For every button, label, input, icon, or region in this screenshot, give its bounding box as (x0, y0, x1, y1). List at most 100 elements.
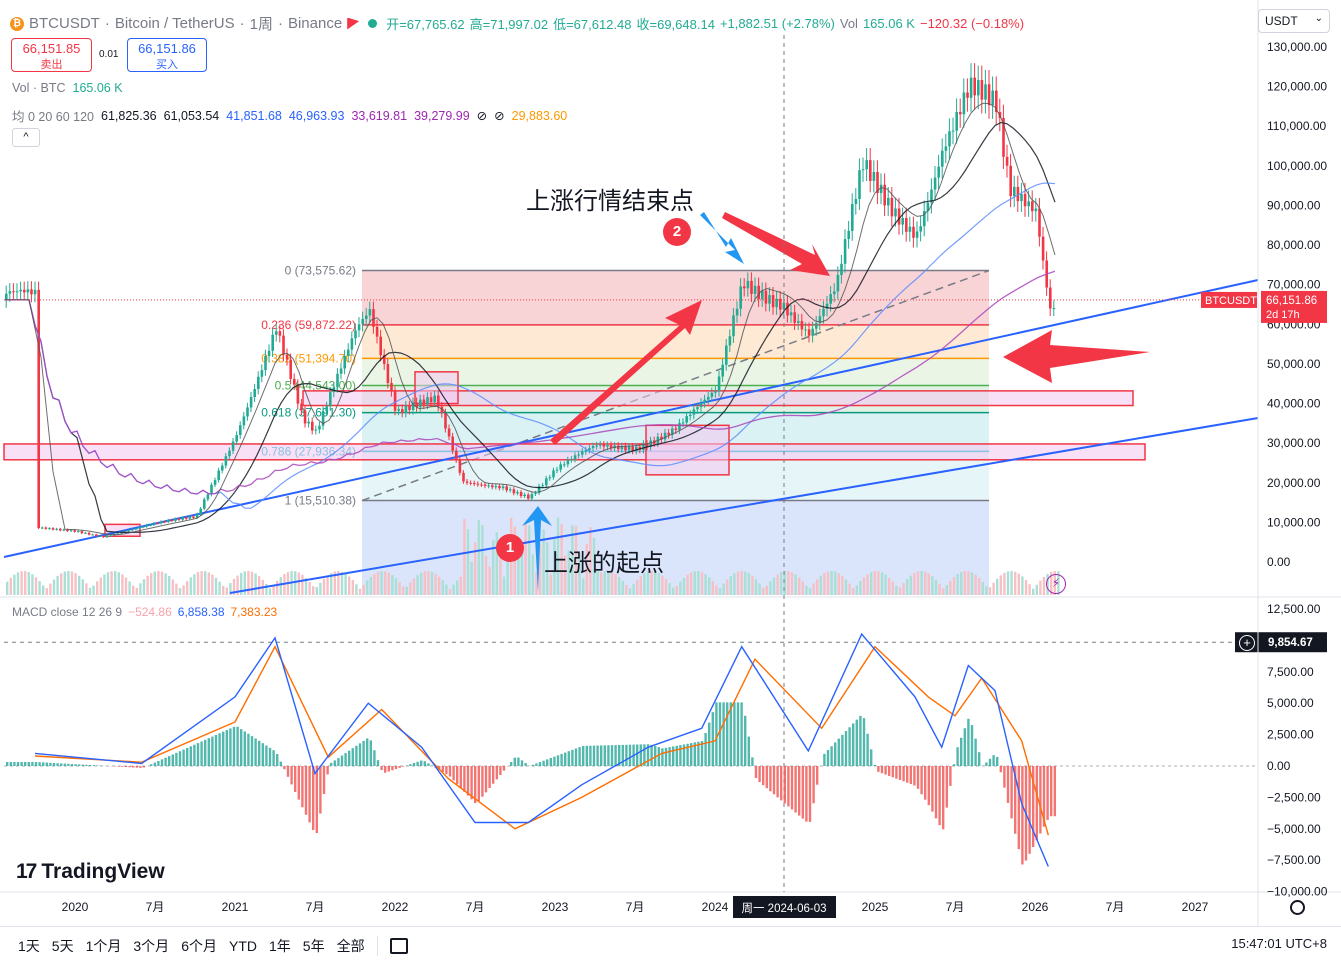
candle (627, 446, 631, 451)
candle (336, 373, 339, 388)
macd-histogram-bar (592, 745, 596, 766)
macd-histogram-bar (384, 766, 387, 773)
macd-histogram-bar (369, 740, 372, 766)
price-axis-label: 100,000.00 (1267, 159, 1327, 173)
volume-bar (391, 575, 394, 595)
candle (415, 402, 418, 408)
time-axis-label: 2023 (542, 900, 569, 914)
sell-button[interactable]: 66,151.85 卖出 (11, 38, 92, 72)
candle (498, 485, 501, 489)
macd-histogram-bar (405, 765, 408, 766)
candle (815, 323, 818, 329)
volume-bar (463, 518, 466, 595)
candle (365, 315, 368, 319)
candle (534, 492, 537, 494)
volume-bar (121, 574, 124, 595)
macd-histogram-bar (45, 762, 48, 766)
timeframe-button[interactable]: 1个月 (85, 937, 122, 954)
candle (663, 432, 667, 440)
volume-bar (679, 581, 682, 595)
macd-histogram-bar (920, 766, 923, 795)
timeframe-button[interactable]: 3个月 (133, 937, 170, 954)
collapse-legend-button[interactable]: ^ (12, 128, 40, 147)
volume-bar (193, 574, 196, 595)
ma-legend[interactable]: 均 0 20 60 120 61,825.36 61,053.54 41,851… (12, 106, 567, 125)
volume-bar (880, 572, 884, 595)
volume-bar (481, 525, 484, 595)
macd-histogram-bar (380, 766, 383, 771)
candle (631, 446, 634, 452)
candle (732, 315, 735, 337)
candle (685, 416, 688, 423)
calendar-range-icon[interactable] (389, 937, 408, 954)
volume-bar (769, 581, 772, 595)
volume-bar (862, 577, 866, 595)
macd-histogram-bar (193, 744, 196, 766)
volume-bar (337, 571, 340, 595)
macd-histogram-bar (549, 757, 552, 766)
macd-legend[interactable]: MACD close 12 26 9 −524.86 6,858.38 7,38… (12, 605, 277, 619)
volume-bar (175, 583, 178, 595)
timeframe-button[interactable]: YTD (228, 937, 257, 954)
price-axis-label: 130,000.00 (1267, 40, 1327, 54)
chart-canvas[interactable]: 0 (73,575.62) 0.236 (59,872.22) 0.382 (51,… (0, 0, 1341, 926)
buy-label: 买入 (156, 59, 178, 71)
blue-arrow-small (700, 212, 744, 264)
macd-histogram-bar (268, 747, 272, 766)
symbol-ticker[interactable]: BTCUSDT (29, 15, 100, 32)
macd-histogram-bar (445, 766, 448, 775)
macd-histogram-bar (204, 739, 207, 766)
gear-icon[interactable] (1290, 900, 1305, 915)
candle (44, 527, 48, 529)
macd-histogram-bar (49, 762, 52, 766)
candle (195, 514, 199, 518)
timeframe-button[interactable]: 5年 (302, 937, 325, 954)
macd-histogram-bar (852, 723, 855, 766)
clock[interactable]: 15:47:01 UTC+8 (1231, 936, 1327, 951)
candle (512, 489, 516, 494)
volume-bar (495, 532, 498, 595)
volume-bar (301, 574, 304, 595)
candle (750, 280, 753, 294)
volume-bar (744, 571, 747, 595)
macd-histogram-bar (495, 766, 498, 780)
candle (69, 530, 73, 532)
macd-histogram-bar (556, 755, 560, 766)
candle (667, 432, 670, 435)
buy-button[interactable]: 66,151.86 买入 (127, 38, 207, 72)
candle (73, 530, 76, 532)
timeframe-button[interactable]: 5天 (51, 937, 74, 954)
volume-bar (351, 580, 354, 595)
time-axis-label: 2021 (222, 900, 249, 914)
candle (599, 444, 602, 446)
add-plus-icon[interactable]: + (1239, 635, 1255, 651)
candle (127, 530, 130, 532)
ma-value: 41,851.68 (226, 108, 282, 123)
volume-bar (348, 576, 351, 595)
candle (876, 171, 879, 194)
currency-select[interactable]: USDT ⌄ (1258, 9, 1330, 33)
candle (350, 338, 354, 350)
flag-icon[interactable] (347, 17, 360, 30)
volume-bar (250, 571, 254, 595)
volume-bar (60, 573, 63, 595)
bolt-icon[interactable]: ⚡ (1046, 574, 1066, 594)
timeframe-button[interactable]: 6个月 (181, 937, 217, 954)
interval-label[interactable]: 1周 (249, 16, 273, 33)
volume-bar (718, 588, 722, 595)
volume-bar (931, 576, 934, 595)
candle (411, 402, 415, 411)
volume-legend[interactable]: Vol · BTC 165.06 K (12, 81, 123, 95)
candle (494, 485, 498, 488)
timeframe-button[interactable]: 1天 (18, 937, 40, 954)
support-zone (645, 424, 730, 476)
price-axis-label: 110,000.00 (1267, 119, 1326, 133)
candle (152, 523, 156, 525)
candle (188, 516, 192, 519)
macd-histogram-bar (297, 766, 300, 800)
macd-histogram-bar (394, 766, 398, 770)
timeframe-button[interactable]: 1年 (268, 937, 291, 954)
candle (51, 528, 55, 530)
timeframe-button[interactable]: 全部 (336, 937, 365, 954)
moving-average-line (5, 102, 1056, 536)
